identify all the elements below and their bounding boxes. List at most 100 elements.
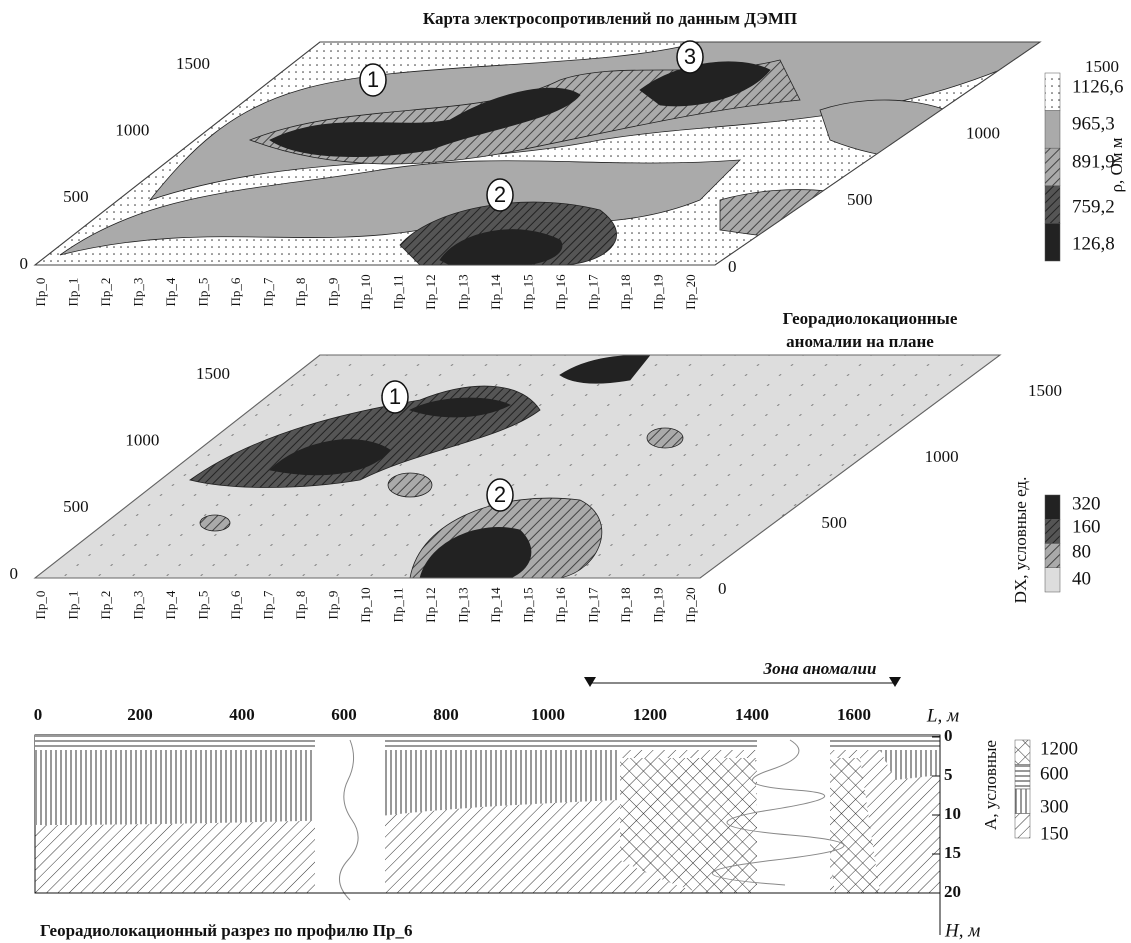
legend-title: ρ, Ом м: [1107, 137, 1126, 192]
y-tick-label: 0: [10, 564, 19, 583]
x-tick-label: 200: [127, 705, 153, 724]
legend-label: 1200: [1040, 738, 1078, 759]
x-tick-label: 1200: [633, 705, 667, 724]
profile-label: Пр_9: [325, 591, 340, 620]
profile-label: Пр_3: [130, 278, 145, 307]
y-tick-label: 0: [728, 257, 737, 276]
legend-label: 40: [1072, 568, 1091, 589]
legend-label: 320: [1072, 493, 1101, 514]
legend-label: 160: [1072, 516, 1101, 537]
profile-label: Пр_18: [618, 587, 633, 622]
gpr-map: [33, 354, 1002, 579]
y-tick-label: 500: [847, 190, 873, 209]
legend-swatch: [1044, 185, 1061, 224]
legend-swatch: [1044, 543, 1061, 568]
y-tick-label: 20: [944, 882, 961, 901]
marker-label: 2: [494, 482, 506, 507]
profile-label: Пр_17: [585, 587, 600, 623]
profile-label: Пр_7: [260, 590, 275, 619]
profile-label: Пр_14: [488, 587, 503, 623]
legend-label: 1126,6: [1072, 76, 1124, 97]
x-tick-label: 1400: [735, 705, 769, 724]
legend-swatch: [1044, 147, 1061, 187]
profile-label: Пр_17: [585, 274, 600, 310]
legend-swatch: [1044, 519, 1061, 544]
profile-label: Пр_20: [683, 587, 698, 622]
profile-label: Пр_4: [163, 277, 178, 306]
profile-label: Пр_16: [553, 587, 568, 623]
profile-label: Пр_10: [358, 587, 373, 622]
marker-circle: [359, 63, 387, 97]
profile-label: Пр_10: [358, 274, 373, 309]
legend-swatch: [1044, 223, 1061, 262]
x-tick-label: 800: [433, 705, 459, 724]
marker-circle: [486, 178, 514, 212]
y-tick-label: 15: [944, 843, 961, 862]
profile-label: Пр_12: [423, 587, 438, 622]
legend-swatch: [1044, 494, 1061, 520]
legend-label: 759,2: [1072, 196, 1115, 217]
legend-title: DX, условные ед.: [1011, 477, 1030, 604]
profile-label: Пр_1: [65, 278, 80, 307]
y-axis-label: H, м: [944, 920, 980, 941]
map-title: аномалии на плане: [786, 332, 934, 351]
profile-label: Пр_0: [33, 591, 48, 620]
y-tick-label: 1000: [925, 447, 959, 466]
profile-label: Пр_11: [390, 275, 405, 310]
x-tick-label: 1600: [837, 705, 871, 724]
profile-label: Пр_15: [520, 274, 535, 309]
map-title: Карта электросопротивлений по данным ДЭМ…: [423, 9, 797, 28]
profile-label: Пр_5: [195, 278, 210, 307]
profile-label: Пр_6: [228, 590, 243, 619]
profile-label: Пр_20: [683, 274, 698, 309]
profile-label: Пр_19: [650, 274, 665, 309]
legend-label: 126,8: [1072, 233, 1115, 254]
x-tick-label: 400: [229, 705, 255, 724]
marker-circle: [486, 478, 514, 512]
legend-swatch: [1044, 567, 1061, 593]
profile-label: Пр_8: [293, 278, 308, 307]
marker-label: 1: [389, 384, 401, 409]
y-tick-label: 1500: [196, 364, 230, 383]
profile-label: Пр_12: [423, 274, 438, 309]
legend-swatch: [1014, 739, 1031, 765]
profile-label: Пр_7: [260, 277, 275, 306]
zone-label: Зона аномалии: [763, 659, 877, 678]
resistivity-map: [33, 41, 1042, 266]
profile-label: Пр_13: [455, 274, 470, 309]
marker-label: 1: [367, 67, 379, 92]
legend-swatch: [1044, 110, 1061, 149]
y-tick-label: 500: [63, 187, 89, 206]
profile-label: Пр_11: [390, 588, 405, 623]
legend-swatch: [1044, 72, 1061, 111]
legend-label: 150: [1040, 823, 1069, 844]
y-tick-label: 500: [821, 513, 847, 532]
legend-label: 965,3: [1072, 113, 1115, 134]
legend-label: 300: [1040, 796, 1069, 817]
legend-label: 600: [1040, 763, 1069, 784]
profile-label: Пр_14: [488, 274, 503, 310]
profile-label: Пр_5: [195, 591, 210, 620]
y-tick-label: 10: [944, 804, 961, 823]
legend-label: 891,9: [1072, 151, 1115, 172]
legend-title: А, условные: [981, 740, 1000, 830]
profile-label: Пр_15: [520, 587, 535, 622]
y-tick-label: 5: [944, 765, 953, 784]
marker-circle: [381, 380, 409, 414]
x-tick-label: 0: [34, 705, 43, 724]
profile-label: Пр_9: [325, 278, 340, 307]
y-tick-label: 1000: [125, 431, 159, 450]
profile-label: Пр_19: [650, 587, 665, 622]
profile-label: Пр_18: [618, 274, 633, 309]
x-tick-label: 1000: [531, 705, 565, 724]
marker-label: 3: [684, 44, 696, 69]
y-tick-label: 1500: [1028, 381, 1062, 400]
profile-label: Пр_3: [130, 591, 145, 620]
legend-swatch: [1014, 788, 1031, 814]
y-tick-label: 0: [20, 254, 29, 273]
profile-label: Пр_0: [33, 278, 48, 307]
profile-label: Пр_6: [228, 277, 243, 306]
profile-label: Пр_8: [293, 591, 308, 620]
profile-label: Пр_13: [455, 587, 470, 622]
map-title: Георадиолокационные: [783, 309, 958, 328]
